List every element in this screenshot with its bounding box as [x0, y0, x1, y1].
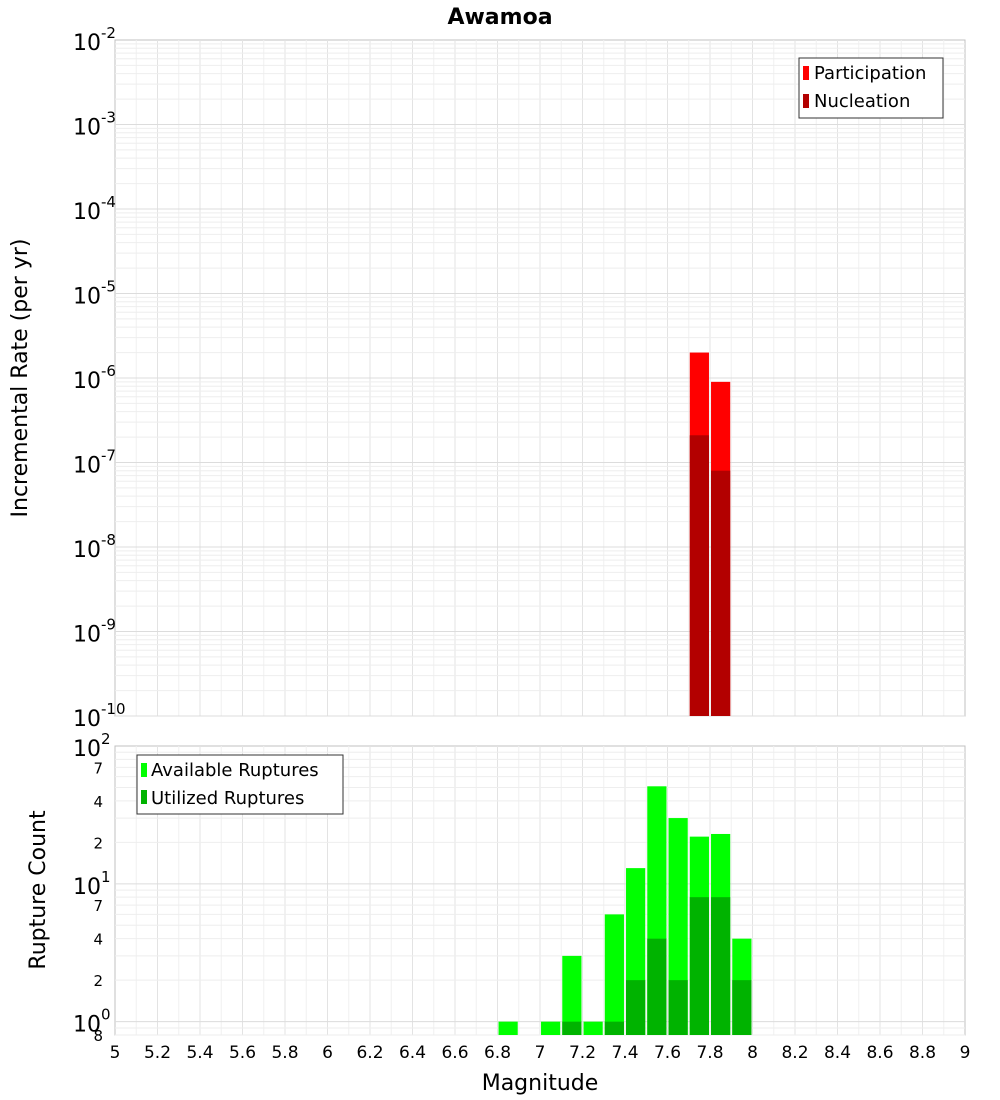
count-available-ruptures-bar: [541, 1021, 561, 1035]
rate-y-tick-label: 10-3: [73, 109, 116, 141]
count-utilized-ruptures-bar: [668, 980, 688, 1035]
rate-legend-box: [798, 57, 944, 119]
rate-y-tick-exponent: -6: [101, 362, 116, 380]
magnitude-x-tick-label: 8: [747, 1043, 758, 1063]
count-available-ruptures-bar: [562, 955, 582, 1035]
rate-y-tick-exponent: -2: [101, 24, 116, 42]
rate-y-tick-exponent: -8: [101, 531, 116, 549]
count-utilized-ruptures-bar: [689, 897, 709, 1035]
count-y-tick-exponent: 0: [101, 1006, 111, 1024]
magnitude-x-ticks: 5 5.2 5.4 5.6 5.8 6 6.2 6.4 6.6 6.8 7 7.2 7.4 7.6 7.8 8…: [110, 1043, 971, 1063]
rate-y-tick-exponent: -10: [101, 700, 126, 718]
rate-nucleation-bar: [689, 435, 709, 716]
rate-y-tick-label: 10-6: [73, 362, 116, 394]
magnitude-x-tick-label: 8.6: [866, 1043, 893, 1063]
rate-y-tick-label: 10-4: [73, 193, 116, 225]
nucleation-legend-label: Nucleation: [814, 91, 910, 112]
count-y-tick-label: 101: [73, 868, 111, 900]
participation-legend-swatch: [803, 66, 809, 80]
count-y-minor-tick-label: 8: [93, 1027, 103, 1045]
count-bars: [498, 786, 752, 1035]
magnitude-x-tick-label: 7.4: [611, 1043, 638, 1063]
magnitude-x-tick-label: 9: [960, 1043, 971, 1063]
count-y-minor-tick-label: 7: [93, 759, 103, 777]
count-legend: Available Ruptures Utilized Ruptures: [136, 754, 344, 815]
available-ruptures-legend-label: Available Ruptures: [151, 760, 319, 781]
count-utilized-ruptures-bar: [732, 980, 752, 1035]
count-y-minor-tick-label: 2: [93, 972, 103, 990]
magnitude-x-tick-label: 6.4: [399, 1043, 426, 1063]
magnitude-x-tick-label: 6: [322, 1043, 333, 1063]
count-utilized-ruptures-bar: [626, 980, 646, 1035]
count-y-tick-exponent: 1: [101, 868, 111, 886]
magnitude-x-tick-label: 5.8: [271, 1043, 298, 1063]
rate-y-tick-exponent: -4: [101, 193, 116, 211]
count-y-minor-tick-label: 7: [93, 897, 103, 915]
nucleation-legend-swatch: [803, 94, 809, 108]
magnitude-x-tick-label: 5.2: [144, 1043, 171, 1063]
rate-y-tick-label: 10-10: [73, 700, 126, 732]
count-y-tick-label: 102: [73, 730, 111, 762]
count-y-tick-label: 100: [73, 1006, 111, 1038]
rate-y-tick-exponent: -5: [101, 278, 116, 296]
magnitude-x-tick-label: 6.6: [441, 1043, 468, 1063]
count-utilized-ruptures-bar: [604, 1021, 624, 1035]
count-utilized-ruptures-bar: [647, 938, 667, 1035]
rate-legend: Participation Nucleation: [798, 57, 944, 119]
count-available-ruptures-bar: [604, 914, 624, 1035]
rate-y-axis-title: Incremental Rate (per yr): [8, 239, 33, 518]
rate-y-tick-label: 10-7: [73, 447, 116, 479]
magnitude-x-tick-label: 6.8: [484, 1043, 511, 1063]
magnitude-x-tick-label: 5.4: [186, 1043, 213, 1063]
magnitude-x-tick-label: 7.2: [569, 1043, 596, 1063]
count-y-minor-tick-label: 4: [93, 793, 103, 811]
count-available-ruptures-bar: [583, 1021, 603, 1035]
rate-y-tick-label: 10-8: [73, 531, 116, 563]
count-available-ruptures-bar: [498, 1021, 518, 1035]
count-y-axis-title: Rupture Count: [26, 810, 51, 970]
magnitude-x-tick-label: 7.8: [696, 1043, 723, 1063]
count-y-minor-tick-label: 4: [93, 931, 103, 949]
rate-y-tick-label: 10-9: [73, 616, 116, 648]
rate-y-tick-exponent: -3: [101, 109, 116, 127]
magnitude-x-tick-label: 5.6: [229, 1043, 256, 1063]
magnitude-x-tick-label: 8.2: [781, 1043, 808, 1063]
available-ruptures-legend-swatch: [141, 763, 147, 777]
participation-legend-label: Participation: [814, 63, 926, 84]
count-utilized-ruptures-bar: [562, 1021, 582, 1035]
rate-bars: [689, 352, 731, 716]
count-y-tick-exponent: 2: [101, 730, 111, 748]
count-utilized-ruptures-bar: [711, 897, 731, 1035]
rate-plot: 10-2 10-3 10-4 10-5 10-6 10-7 10-8 10-9 10-10 In…: [8, 24, 966, 732]
magnitude-x-tick-label: 7: [535, 1043, 546, 1063]
magnitude-x-axis-title: Magnitude: [482, 1071, 599, 1096]
utilized-ruptures-legend-swatch: [141, 790, 147, 804]
count-legend-box: [136, 754, 344, 815]
magnitude-x-tick-label: 5: [110, 1043, 121, 1063]
magnitude-x-tick-label: 6.2: [356, 1043, 383, 1063]
rate-y-tick-label: 10-2: [73, 24, 116, 56]
rate-y-tick-exponent: -9: [101, 616, 116, 634]
rate-y-tick-exponent: -7: [101, 447, 116, 465]
magnitude-x-tick-label: 8.4: [824, 1043, 851, 1063]
rate-nucleation-bar: [711, 470, 731, 716]
magnitude-x-tick-label: 8.8: [909, 1043, 936, 1063]
rate-y-tick-label: 10-5: [73, 278, 116, 310]
utilized-ruptures-legend-label: Utilized Ruptures: [151, 788, 304, 809]
count-y-minor-tick-label: 2: [93, 834, 103, 852]
rate-grid: [115, 40, 965, 717]
chart-title: Awamoa: [447, 5, 552, 30]
magnitude-x-tick-label: 7.6: [654, 1043, 681, 1063]
